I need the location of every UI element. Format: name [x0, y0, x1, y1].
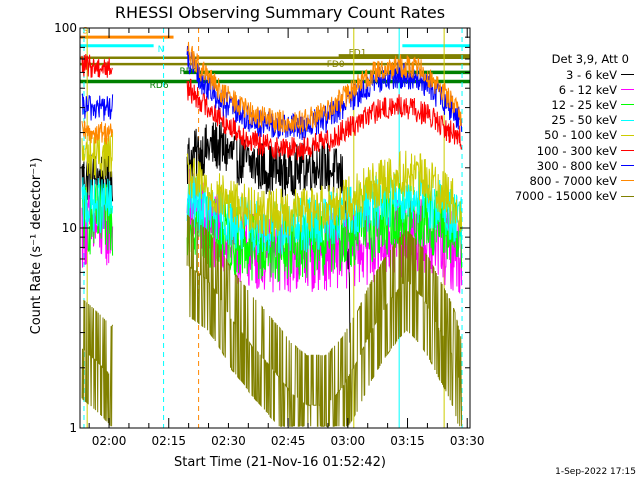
- legend-item: 100 - 300 keV: [486, 143, 634, 158]
- legend-label: 25 - 50 keV: [551, 113, 617, 128]
- legend-swatch: [621, 104, 634, 106]
- flag-label-fd1: FD1: [349, 48, 367, 58]
- x-axis-label: Start Time (21-Nov-16 01:52:42): [174, 455, 386, 470]
- legend-swatch: [621, 119, 634, 121]
- legend-item: 25 - 50 keV: [486, 113, 634, 128]
- legend-item: 6 - 12 keV: [486, 82, 634, 97]
- y-tick-label: 1: [69, 421, 77, 435]
- legend-label: 6 - 12 keV: [558, 82, 617, 97]
- legend-item: 800 - 7000 keV: [486, 173, 634, 188]
- series-layer: [81, 41, 463, 427]
- y-tick-label: 10: [62, 221, 77, 235]
- legend-swatch: [621, 134, 634, 136]
- series-line-6: [81, 45, 463, 141]
- legend-label: 100 - 300 keV: [536, 143, 617, 158]
- flag-label-n: N: [158, 45, 165, 55]
- flag-label-rd6: RD6: [150, 81, 169, 91]
- x-tick-label: 02:15: [151, 434, 186, 448]
- legend-item: 300 - 800 keV: [486, 158, 634, 173]
- flag-label-fd0: FD0: [327, 60, 345, 70]
- legend-item: 3 - 6 keV: [486, 67, 634, 82]
- legend-swatch: [621, 150, 634, 152]
- legend-label: 50 - 100 keV: [544, 128, 617, 143]
- y-tick-label: 100: [54, 21, 77, 35]
- legend-label: 12 - 25 keV: [551, 97, 617, 112]
- legend-label: 300 - 800 keV: [536, 158, 617, 173]
- legend-list: 3 - 6 keV 6 - 12 keV 12 - 25 keV 25 - 50 ke…: [486, 67, 634, 204]
- flag-label-s: S: [82, 26, 88, 36]
- legend-label: 3 - 6 keV: [566, 67, 617, 82]
- x-tick-label: 03:15: [390, 434, 425, 448]
- axes-layer: 1 10 100 02:00 02:15 02:30 02:45 03:00 03:15 03:3…: [54, 21, 484, 448]
- chart-title: RHESSI Observing Summary Count Rates: [114, 3, 446, 22]
- legend-label: 800 - 7000 keV: [529, 173, 617, 188]
- legend: Det 3,9, Att 0 3 - 6 keV 6 - 12 keV 12 - 2…: [486, 52, 634, 204]
- x-tick-label: 03:30: [450, 434, 485, 448]
- legend-swatch: [621, 165, 634, 167]
- x-tick-label: 03:00: [331, 434, 366, 448]
- series-line-7: [81, 41, 462, 145]
- x-tick-label: 02:30: [211, 434, 246, 448]
- legend-swatch: [621, 180, 634, 182]
- series-line-5: [81, 53, 463, 161]
- legend-swatch: [621, 195, 634, 197]
- x-tick-label: 02:45: [271, 434, 306, 448]
- legend-item: 12 - 25 keV: [486, 97, 634, 112]
- legend-swatch: [621, 74, 634, 76]
- y-axis-label: Count Rate (s⁻¹ detector⁻¹): [29, 158, 44, 335]
- legend-swatch: [621, 89, 634, 91]
- legend-title: Det 3,9, Att 0: [551, 52, 629, 66]
- legend-item: 7000 - 15000 keV: [486, 189, 634, 204]
- timestamp: 1-Sep-2022 17:15: [555, 467, 636, 477]
- series-line-8: [81, 214, 463, 427]
- legend-label: 7000 - 15000 keV: [514, 189, 617, 204]
- legend-item: 50 - 100 keV: [486, 128, 634, 143]
- x-tick-label: 02:00: [92, 434, 127, 448]
